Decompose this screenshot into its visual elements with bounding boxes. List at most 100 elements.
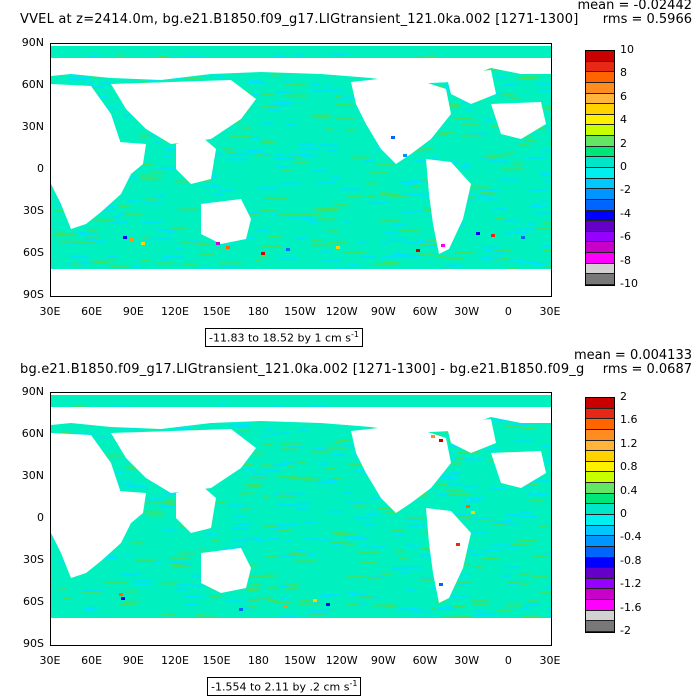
map-plot-area [50, 392, 552, 646]
land-masses [51, 44, 551, 296]
longitude-tick-label: 60E [81, 305, 103, 318]
latitude-tick-label: 90N [21, 385, 44, 398]
colorbar-label: 6 [620, 89, 627, 103]
land-masses [51, 393, 551, 645]
colorbar-swatch [586, 610, 614, 622]
longitude-tick-label: 150E [202, 654, 231, 667]
colorbar-label: -0.4 [620, 530, 642, 544]
colorbar-label: 2 [620, 390, 627, 403]
colorbar-label: -4 [620, 206, 631, 220]
colorbar-label: 0.8 [620, 460, 638, 474]
longitude-tick-label: 0 [504, 305, 512, 318]
ocean-field-map [51, 44, 551, 296]
colorbar-swatch [586, 178, 614, 190]
mean-readout: mean = 0.004133 [573, 348, 692, 363]
colorbar-swatch [586, 589, 614, 601]
longitude-tick-label: 90E [122, 654, 144, 667]
longitude-tick-label: 30W [454, 654, 480, 667]
colorbar-swatch [586, 493, 614, 505]
anomaly-spots [119, 435, 475, 611]
colorbar-label: 10 [620, 43, 634, 56]
map-panel-bottom: bg.e21.B1850.f09_g17.LIGtransient_121.0k… [0, 348, 700, 700]
colorbar-swatch [586, 546, 614, 558]
colorbar [585, 50, 615, 286]
colorbar-label: 0 [620, 160, 627, 173]
latitude-tick-label: 0 [37, 162, 44, 175]
colorbar-swatch [586, 210, 614, 222]
longitude-tick-label: 180 [247, 305, 269, 318]
contour-range-label: -1.554 to 2.11 by .2 cm s-1 [207, 677, 362, 696]
rms-readout: rms = 0.0687 [602, 362, 692, 377]
longitude-tick-label: 150W [284, 654, 316, 667]
colorbar-swatch [586, 263, 614, 275]
latitude-tick-label: 60N [21, 427, 44, 440]
panel-title: VVEL at z=2414.0m, bg.e21.B1850.f09_g17.… [20, 12, 579, 27]
latitude-tick-label: 90N [21, 36, 44, 49]
colorbar-swatch [586, 104, 614, 115]
colorbar-swatch [586, 440, 614, 452]
latitude-tick-label: 60S [23, 246, 44, 259]
longitude-tick-label: 90W [370, 305, 396, 318]
colorbar-swatch [586, 125, 614, 137]
colorbar-swatch [586, 536, 614, 547]
colorbar-label: -0.8 [620, 553, 642, 567]
colorbar-swatch [586, 472, 614, 484]
latitude-tick-label: 30S [23, 553, 44, 566]
longitude-tick-label: 30E [39, 654, 61, 667]
colorbar-swatch [586, 578, 614, 590]
colorbar-swatch [586, 231, 614, 243]
latitude-tick-label: 0 [37, 511, 44, 524]
colorbar-label: -8 [620, 253, 631, 267]
longitude-tick-label: 120W [325, 305, 358, 318]
longitude-tick-label: 90W [370, 654, 396, 667]
colorbar-swatch [586, 600, 614, 611]
colorbar-label: -6 [620, 230, 631, 244]
longitude-tick-label: 90E [122, 305, 144, 318]
colorbar-swatch [586, 82, 614, 94]
colorbar-swatch [586, 72, 614, 83]
colorbar-swatch [586, 557, 614, 569]
colorbar-swatch [586, 189, 614, 200]
longitude-tick-label: 0 [504, 654, 512, 667]
colorbar-swatch [586, 504, 614, 515]
longitude-tick-label: 180 [247, 654, 269, 667]
contour-range-label: -11.83 to 18.52 by 1 cm s-1 [205, 328, 363, 347]
colorbar-swatch [586, 408, 614, 420]
colorbar-label: 0 [620, 507, 627, 520]
colorbar-label: 1.6 [620, 413, 638, 427]
longitude-tick-label: 60E [81, 654, 103, 667]
colorbar-label: 1.2 [620, 436, 638, 450]
mean-readout: mean = -0.02442 [577, 0, 692, 13]
latitude-tick-label: 30N [21, 469, 44, 482]
colorbar-swatch [586, 461, 614, 473]
ocean-field-map [51, 393, 551, 645]
longitude-tick-label: 150E [202, 305, 231, 318]
colorbar-swatch [586, 568, 614, 579]
longitude-tick-label: 30E [39, 305, 61, 318]
colorbar-swatch [586, 157, 614, 168]
colorbar-swatch [586, 242, 614, 254]
colorbar-label: 4 [620, 113, 627, 127]
colorbar-swatch [586, 274, 614, 285]
longitude-tick-label: 30E [539, 305, 561, 318]
colorbar-swatch [586, 419, 614, 430]
colorbar [585, 397, 615, 633]
colorbar-swatch [586, 451, 614, 462]
colorbar-label: -1.6 [620, 600, 642, 614]
colorbar-swatch [586, 515, 614, 526]
anomaly-spots [123, 136, 525, 255]
map-plot-area [50, 43, 552, 297]
longitude-tick-label: 150W [284, 305, 316, 318]
colorbar-swatch [586, 61, 614, 73]
colorbar-swatch [586, 253, 614, 264]
latitude-tick-label: 30S [23, 204, 44, 217]
latitude-tick-label: 90S [23, 637, 44, 650]
longitude-tick-label: 60W [412, 305, 438, 318]
colorbar-swatch [586, 621, 614, 632]
colorbar-swatch [586, 51, 614, 62]
map-panel-top: VVEL at z=2414.0m, bg.e21.B1850.f09_g17.… [20, 0, 692, 347]
longitude-tick-label: 120W [325, 654, 358, 667]
latitude-tick-label: 30N [21, 120, 44, 133]
longitude-tick-label: 60W [412, 654, 438, 667]
colorbar-label: -10 [620, 277, 638, 290]
